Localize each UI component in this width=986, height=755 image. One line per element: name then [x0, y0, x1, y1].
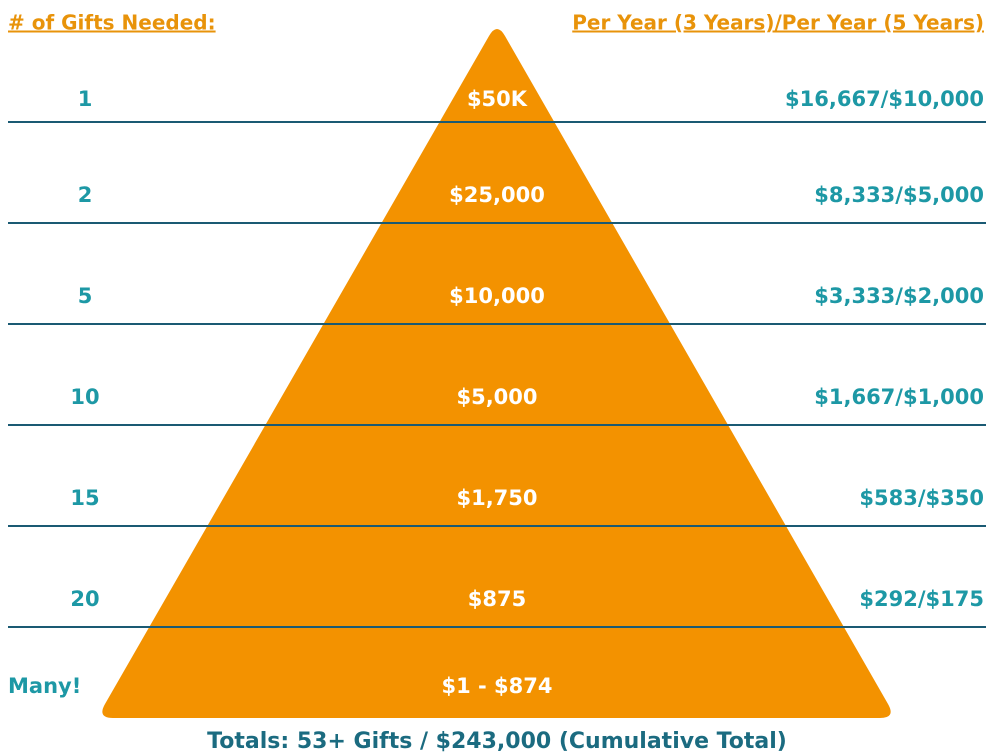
gift-amount: $1 - $874	[441, 674, 552, 698]
per-year: $3,333/$2,000	[814, 284, 984, 308]
per-year: $8,333/$5,000	[814, 183, 984, 207]
per-year: $1,667/$1,000	[814, 385, 984, 409]
gift-count: 10	[70, 385, 99, 409]
gift-count: 1	[78, 87, 93, 111]
gift-amount: $875	[468, 587, 526, 611]
header-left: # of Gifts Needed:	[8, 11, 216, 35]
gift-amount: $50K	[467, 87, 528, 111]
per-year: $16,667/$10,000	[785, 87, 984, 111]
gift-amount: $25,000	[449, 183, 545, 207]
gift-amount: $10,000	[449, 284, 545, 308]
gift-amount: $1,750	[456, 486, 537, 510]
pyramid	[102, 29, 891, 718]
gift-count: 15	[70, 486, 99, 510]
totals: Totals: 53+ Gifts / $243,000 (Cumulative…	[207, 729, 787, 754]
gift-count: Many!	[8, 674, 81, 698]
gift-count: 2	[78, 183, 93, 207]
divider-lines	[8, 121, 986, 628]
per-year: $292/$175	[859, 587, 984, 611]
per-year: $583/$350	[859, 486, 984, 510]
gift-count: 5	[78, 284, 93, 308]
gift-count: 20	[70, 587, 99, 611]
gift-amount: $5,000	[456, 385, 537, 409]
header-right: Per Year (3 Years)/Per Year (5 Years)	[572, 11, 984, 35]
